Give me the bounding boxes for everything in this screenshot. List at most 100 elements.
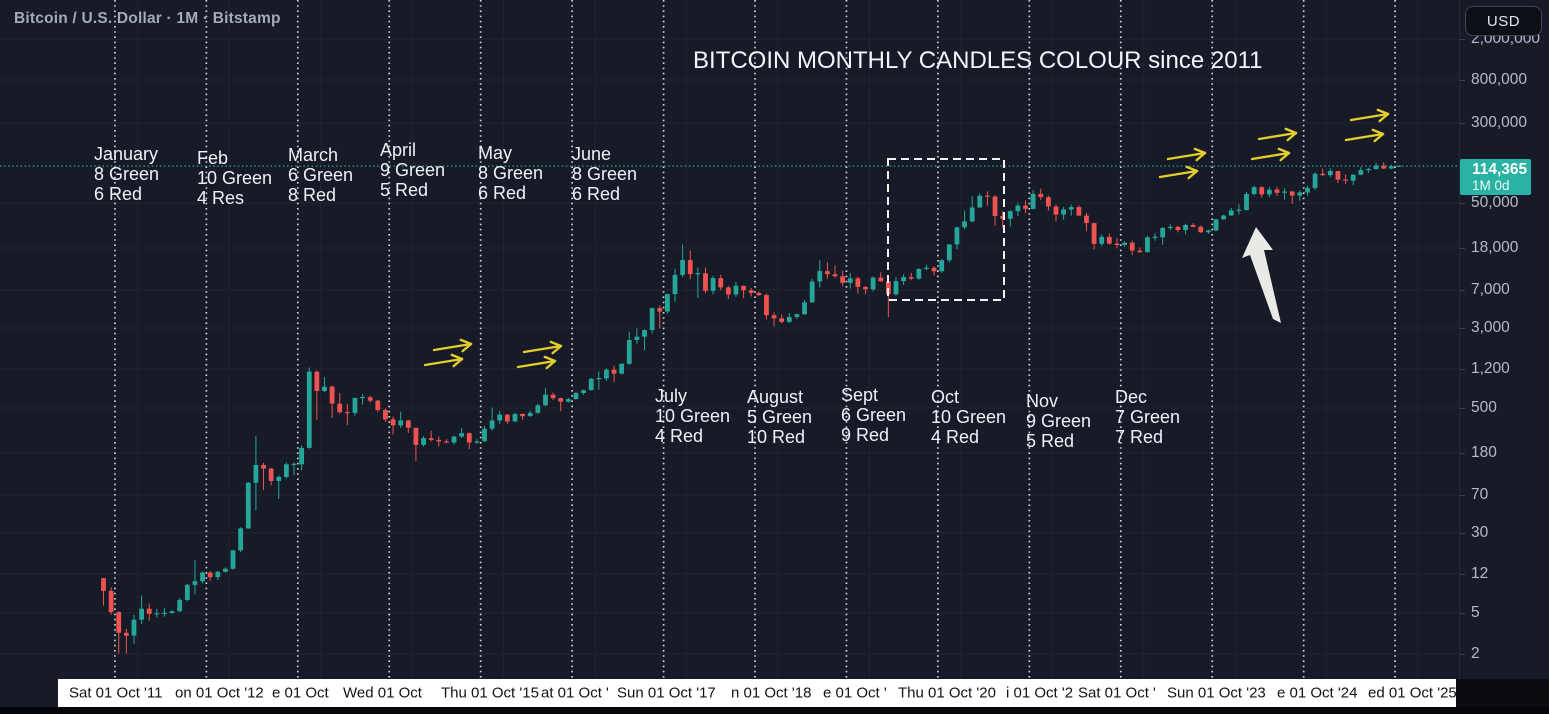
- time-axis[interactable]: Sat 01 Oct '11 on 01 Oct '12 e 01 Oct Wed 0…: [58, 679, 1456, 707]
- price-axis-tick: [1460, 328, 1465, 329]
- candle: [1053, 204, 1059, 222]
- candle: [276, 475, 282, 499]
- candle: [367, 395, 373, 403]
- candle: [200, 571, 205, 584]
- candle: [642, 329, 647, 351]
- time-axis-label: e 01 Oct '24: [1277, 684, 1358, 702]
- candle: [649, 307, 655, 334]
- candle: [946, 243, 952, 263]
- price-axis-label: 2: [1471, 645, 1480, 662]
- candle: [512, 412, 518, 422]
- candle: [146, 603, 152, 621]
- price-axis-tick: [1460, 613, 1465, 614]
- yellow-arrows-layer: [423, 108, 1390, 370]
- candle: [177, 597, 183, 613]
- yellow-arrow-icon: [1344, 128, 1385, 143]
- red-count: 5 Red: [1026, 431, 1075, 451]
- candle: [344, 403, 350, 426]
- candle: [588, 377, 594, 391]
- bar-countdown: 1M 0d: [1472, 178, 1510, 193]
- candle: [1320, 168, 1326, 177]
- price-axis-label: 180: [1471, 444, 1497, 461]
- candle: [1198, 225, 1204, 234]
- candle: [352, 397, 358, 416]
- candle: [1099, 234, 1105, 247]
- month-name: July: [655, 386, 688, 406]
- month-name: March: [288, 145, 339, 165]
- price-axis-tick: [1460, 290, 1465, 291]
- time-axis-label: i 01 Oct '2: [1006, 684, 1074, 702]
- candle: [329, 385, 335, 418]
- month-name: Nov: [1026, 391, 1059, 411]
- time-axis-label: at 01 Oct ': [541, 684, 609, 702]
- candle: [253, 436, 259, 511]
- time-axis-label: Sat 01 Oct ': [1078, 684, 1156, 702]
- candle: [1137, 247, 1143, 253]
- red-count: 9 Red: [841, 425, 890, 445]
- time-axis-label: Wed 01 Oct: [343, 684, 422, 702]
- price-axis-tick: [1460, 533, 1465, 534]
- candle: [550, 392, 556, 400]
- candle: [230, 549, 236, 570]
- price-axis-label: 500: [1471, 399, 1497, 416]
- candle: [954, 226, 960, 250]
- current-price-value: 114,365: [1472, 161, 1528, 178]
- candle: [1343, 174, 1348, 184]
- candle: [1305, 185, 1310, 196]
- candle: [154, 608, 160, 618]
- price-axis[interactable]: 2,000,000 800,000 300,000 50,000 18,000 7,000…: [1459, 0, 1549, 679]
- candle: [1007, 210, 1013, 227]
- red-count: 10 Red: [747, 427, 806, 447]
- candle: [764, 293, 769, 320]
- chart-canvas[interactable]: [0, 0, 1459, 679]
- yellow-arrow-icon: [423, 353, 464, 368]
- price-axis-tick: [1460, 654, 1465, 655]
- time-axis-label: Thu 01 Oct '15: [441, 684, 539, 702]
- price-axis-tick: [1460, 495, 1465, 496]
- candle: [398, 411, 404, 428]
- october-dotted-lines: [114, 0, 1396, 679]
- candle: [169, 610, 175, 614]
- candle: [306, 367, 312, 449]
- green-count: 9 Green: [1026, 411, 1092, 431]
- candle: [1213, 219, 1219, 232]
- price-axis-tick: [1460, 369, 1465, 370]
- red-count: 6 Red: [478, 183, 527, 203]
- candle: [497, 410, 503, 424]
- red-count: 6 Red: [572, 184, 621, 204]
- candle: [962, 210, 967, 230]
- symbol-title[interactable]: Bitcoin / U.S. Dollar · 1M · Bitstamp: [14, 10, 281, 27]
- yellow-arrow-icon: [516, 355, 557, 370]
- month-name: January: [94, 144, 159, 164]
- candle: [1038, 188, 1044, 201]
- month-stat-dec: Dec 7 Green 7 Red: [1115, 387, 1180, 447]
- bottom-strip: [0, 707, 1549, 714]
- price-axis-tick: [1460, 39, 1465, 40]
- candle: [543, 388, 548, 407]
- time-axis-label: Sun 01 Oct '23: [1167, 684, 1266, 702]
- candle: [680, 244, 686, 278]
- candle: [245, 481, 251, 529]
- month-stat-july: July 10 Green 4 Red: [655, 386, 730, 446]
- candle: [131, 614, 137, 644]
- candle: [1206, 229, 1211, 234]
- candle: [291, 462, 297, 476]
- price-axis-tick: [1460, 80, 1465, 81]
- price-axis-tick: [1460, 408, 1465, 409]
- candle: [718, 274, 724, 291]
- candle: [383, 408, 388, 422]
- candle: [1373, 162, 1379, 170]
- month-stat-june: June 8 Green 6 Red: [572, 144, 637, 204]
- candle: [459, 428, 465, 438]
- currency-toggle-button[interactable]: USD: [1465, 6, 1542, 36]
- candle: [299, 445, 305, 471]
- candle: [664, 293, 670, 314]
- candle: [451, 435, 457, 445]
- month-stat-feb: Feb 10 Green 4 Res: [197, 148, 272, 208]
- candle: [703, 267, 708, 294]
- candle: [1068, 204, 1074, 216]
- green-count: 10 Green: [655, 406, 731, 426]
- price-axis-tick: [1460, 453, 1465, 454]
- red-count: 7 Red: [1115, 427, 1164, 447]
- month-name: June: [572, 144, 612, 164]
